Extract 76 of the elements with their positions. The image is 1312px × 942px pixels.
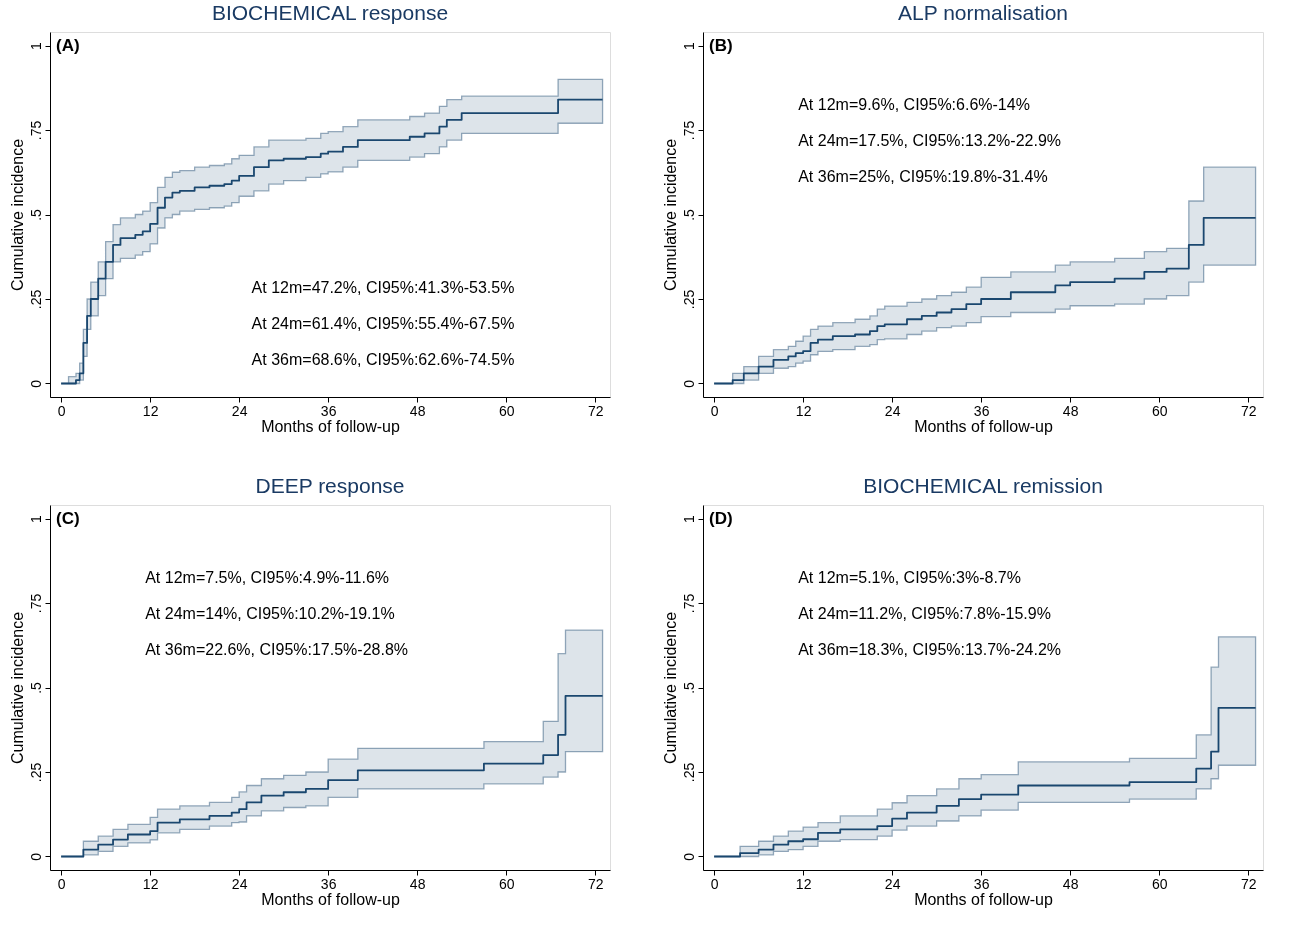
- y-tick-label: 0: [680, 379, 697, 388]
- annotation: At 24m=61.4%, CI95%:55.4%-67.5%: [251, 314, 515, 332]
- y-tick-label: .25: [680, 762, 697, 783]
- x-tick-label: 0: [57, 875, 66, 892]
- x-tick-label: 72: [587, 875, 604, 892]
- y-axis-title: Cumulative incidence: [8, 611, 26, 765]
- annotation: At 12m=47.2%, CI95%:41.3%-53.5%: [251, 278, 515, 296]
- y-tick-label: .75: [27, 593, 44, 614]
- y-tick-label: .25: [680, 289, 697, 310]
- x-tick-label: 48: [409, 402, 426, 419]
- x-tick-label: 60: [498, 402, 515, 419]
- x-tick-label: 72: [1240, 402, 1257, 419]
- y-axis-title: Cumulative incidence: [8, 138, 26, 292]
- y-tick-label: 1: [680, 514, 697, 523]
- x-tick-label: 36: [320, 875, 337, 892]
- x-tick-label: 72: [587, 402, 604, 419]
- x-tick-label: 72: [1240, 875, 1257, 892]
- chart-title: BIOCHEMICAL remission: [863, 474, 1103, 497]
- x-tick-label: 60: [498, 875, 515, 892]
- x-tick-label: 60: [1151, 875, 1168, 892]
- x-tick-label: 24: [884, 402, 901, 419]
- y-tick-label: .75: [27, 120, 44, 141]
- x-axis-title: Months of follow-up: [914, 890, 1053, 908]
- y-tick-label: 1: [27, 514, 44, 523]
- y-tick-label: 0: [680, 852, 697, 861]
- x-tick-label: 12: [795, 875, 812, 892]
- x-tick-label: 24: [231, 402, 248, 419]
- y-tick-label: .5: [27, 208, 44, 221]
- annotation: At 24m=14%, CI95%:10.2%-19.1%: [145, 605, 395, 622]
- x-axis-title: Months of follow-up: [914, 417, 1053, 435]
- annotation: At 36m=22.6%, CI95%:17.5%-28.8%: [145, 641, 409, 658]
- annotation: At 24m=17.5%, CI95%:13.2%-22.9%: [798, 132, 1062, 149]
- y-tick-label: 0: [27, 379, 44, 388]
- x-tick-label: 36: [973, 402, 990, 419]
- chart-title: DEEP response: [255, 474, 405, 497]
- x-tick-label: 24: [231, 875, 248, 892]
- x-tick-label: 48: [409, 875, 426, 892]
- chart-title: ALP normalisation: [897, 1, 1069, 24]
- y-tick-label: .75: [680, 120, 697, 141]
- x-tick-label: 0: [710, 402, 719, 419]
- y-tick-label: 0: [27, 852, 44, 861]
- y-tick-label: 1: [27, 41, 44, 50]
- annotation: (D): [709, 509, 733, 528]
- annotation: At 36m=68.6%, CI95%:62.6%-74.5%: [251, 350, 515, 368]
- y-tick-label: 1: [680, 41, 697, 50]
- annotation: At 36m=18.3%, CI95%:13.7%-24.2%: [798, 641, 1062, 658]
- x-tick-label: 12: [142, 875, 159, 892]
- x-tick-label: 36: [973, 875, 990, 892]
- y-tick-label: .75: [680, 593, 697, 614]
- x-tick-label: 48: [1062, 875, 1079, 892]
- x-tick-label: 12: [795, 402, 812, 419]
- x-axis-title: Months of follow-up: [261, 417, 400, 435]
- x-tick-label: 0: [710, 875, 719, 892]
- annotation: At 36m=25%, CI95%:19.8%-31.4%: [798, 168, 1048, 185]
- annotation: (B): [709, 36, 733, 55]
- y-axis-title: Cumulative incidence: [661, 611, 679, 765]
- y-tick-label: .5: [27, 681, 44, 694]
- annotation: (C): [56, 509, 80, 528]
- y-tick-label: .25: [27, 762, 44, 783]
- y-tick-label: .5: [680, 208, 697, 221]
- y-tick-label: .5: [680, 681, 697, 694]
- x-tick-label: 12: [142, 402, 159, 419]
- y-tick-label: .25: [27, 289, 44, 310]
- x-axis-title: Months of follow-up: [261, 890, 400, 908]
- x-tick-label: 24: [884, 875, 901, 892]
- annotation: At 24m=11.2%, CI95%:7.8%-15.9%: [798, 605, 1051, 622]
- annotation: (A): [56, 36, 80, 55]
- annotation: At 12m=5.1%, CI95%:3%-8.7%: [798, 569, 1021, 586]
- x-tick-label: 60: [1151, 402, 1168, 419]
- chart-title: BIOCHEMICAL response: [211, 1, 449, 24]
- x-tick-label: 48: [1062, 402, 1079, 419]
- x-tick-label: 0: [57, 402, 66, 419]
- y-axis-title: Cumulative incidence: [661, 138, 679, 292]
- annotation: At 12m=9.6%, CI95%:6.6%-14%: [798, 96, 1030, 113]
- annotation: At 12m=7.5%, CI95%:4.9%-11.6%: [145, 569, 390, 586]
- x-tick-label: 36: [320, 402, 337, 419]
